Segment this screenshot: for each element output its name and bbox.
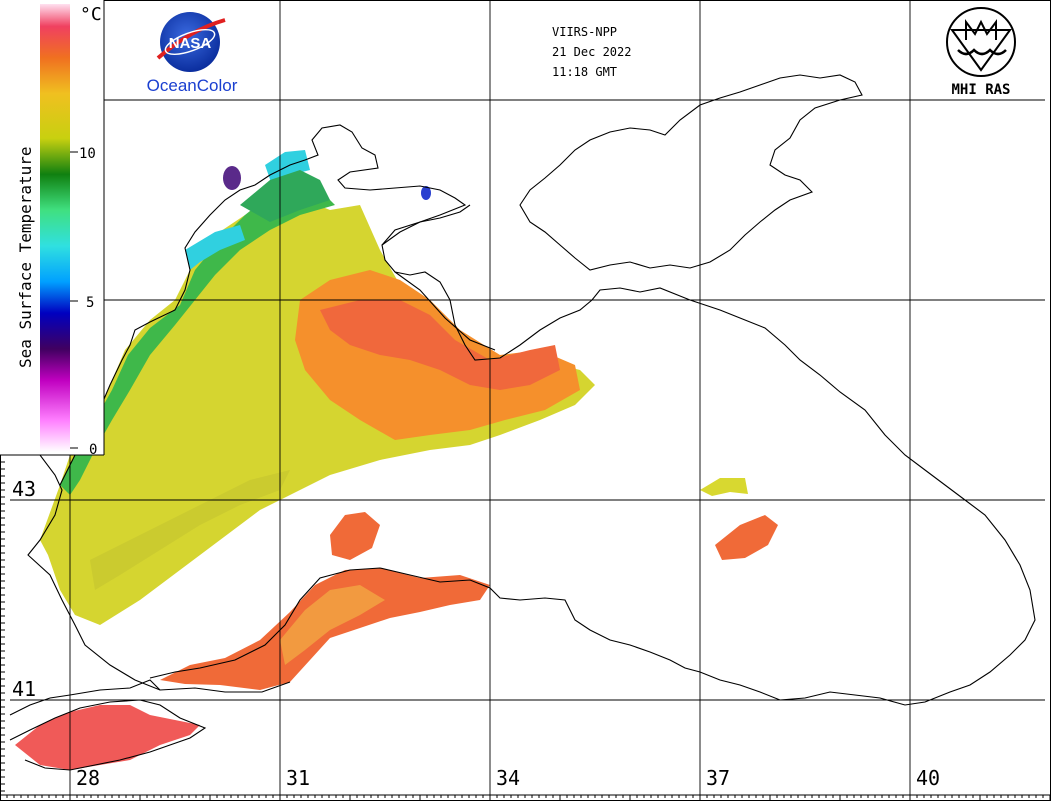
header-time: 11:18 GMT (552, 65, 617, 79)
coastline-marmara-north (9, 679, 161, 716)
sst-cyan-patch (185, 225, 245, 270)
legend-unit: °C (80, 4, 102, 25)
sst-south-strip-inner (280, 585, 385, 665)
graticule (10, 0, 1045, 795)
coastline-crimea (381, 204, 471, 246)
sst-cyan-patch-north (265, 150, 310, 185)
legend-tick-10: 10 (79, 146, 96, 162)
lon-label-31: 31 (286, 766, 310, 790)
sst-warm-core (320, 300, 560, 390)
nasa-wordmark: NASA (169, 35, 212, 52)
coastline-west (10, 454, 291, 693)
coastline-azov (519, 74, 863, 271)
nasa-swoosh-icon (156, 18, 226, 60)
legend-tick-marks (70, 151, 78, 449)
legend-tick-5: 5 (86, 295, 94, 311)
sst-data-layer (15, 150, 778, 770)
sst-green-coast (60, 185, 335, 495)
mhi-logo: MHI RAS (946, 7, 1016, 98)
coastline (9, 74, 1036, 771)
legend-tick-0: 0 (89, 442, 97, 458)
lat-label-41: 41 (12, 677, 36, 701)
mhi-emblem-waves-icon (957, 48, 1007, 56)
header-satellite: VIIRS-NPP (552, 25, 617, 39)
coastline-northwest (59, 124, 1036, 706)
legend-colorbar (40, 4, 70, 452)
oceancolor-label: OceanColor (147, 76, 238, 95)
sst-east-fleck (700, 478, 748, 496)
lon-label-40: 40 (916, 766, 940, 790)
mhi-emblem-shield-icon (950, 29, 1012, 72)
lon-label-34: 34 (496, 766, 520, 790)
sst-marmara (15, 705, 200, 770)
sst-central-patch (330, 512, 380, 560)
header-date: 21 Dec 2022 (552, 45, 631, 59)
coastline-marmara (9, 699, 207, 771)
sst-east-patch (715, 515, 778, 560)
lat-label-43: 43 (12, 477, 36, 501)
bottom-tick-marks (0, 795, 1051, 801)
sst-green-north (240, 170, 330, 222)
lon-label-28: 28 (76, 766, 100, 790)
sst-blue-spot (421, 186, 431, 200)
mhi-emblem-icon (946, 7, 1016, 77)
header: VIIRS-NPP 21 Dec 2022 11:18 GMT (552, 25, 631, 79)
lon-label-37: 37 (706, 766, 730, 790)
legend: °C 10 5 0 Sea Surface Temperature (0, 0, 105, 458)
coastline-crimea-south (394, 271, 496, 351)
mhi-label: MHI RAS (951, 82, 1010, 98)
legend-title: Sea Surface Temperature (16, 146, 35, 368)
mhi-emblem-mark-icon (965, 19, 997, 40)
nasa-orbit-icon (164, 29, 216, 55)
axis-labels: 43 41 28 31 34 37 40 (12, 477, 940, 790)
sst-purple-spot (223, 166, 241, 190)
nasa-logo: NASA OceanColor (147, 12, 238, 95)
